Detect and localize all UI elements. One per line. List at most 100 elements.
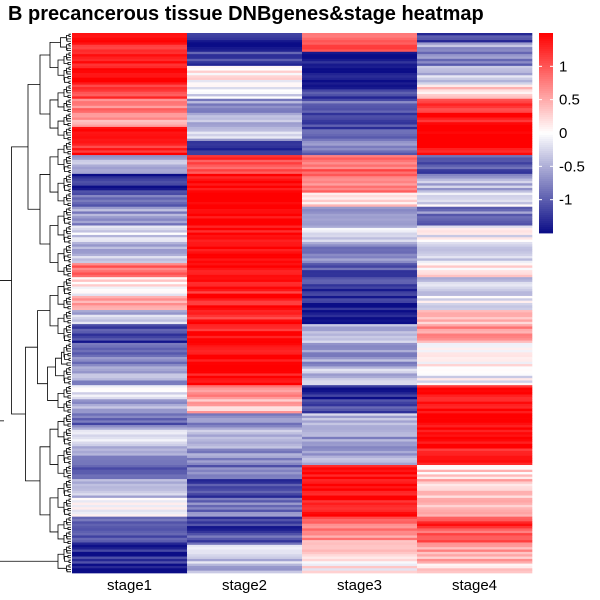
heatmap-cell (302, 495, 418, 499)
heatmap-cell (417, 326, 533, 330)
dendrogram-branch (68, 493, 71, 498)
dendrogram-branch (39, 174, 50, 245)
dendrogram-branch (57, 286, 64, 305)
heatmap-cell (187, 537, 303, 541)
heatmap-cell (72, 476, 188, 480)
heatmap-cell (417, 561, 533, 564)
heatmap-cell (417, 288, 533, 292)
heatmap-cell (302, 211, 418, 215)
heatmap-cell (187, 101, 303, 104)
heatmap-cell (302, 476, 418, 480)
heatmap-cell (417, 547, 533, 550)
heatmap-cell (187, 42, 303, 46)
colorbar-segment (539, 179, 553, 182)
heatmap-cell (417, 472, 533, 475)
heatmap-cell (187, 380, 303, 384)
heatmap-cell (417, 432, 533, 435)
heatmap-cell (187, 523, 303, 527)
heatmap-cell (302, 479, 418, 482)
heatmap-cell (72, 96, 188, 100)
heatmap-cell (187, 434, 303, 438)
heatmap-cell (72, 225, 188, 229)
heatmap-cell (302, 352, 418, 356)
dendrogram-branch (68, 479, 71, 484)
heatmap-cell (187, 138, 303, 142)
heatmap-cell (302, 171, 418, 175)
heatmap-cell (417, 126, 533, 130)
heatmap-cell (72, 516, 188, 520)
heatmap-cell (72, 169, 188, 172)
colorbar-segment (539, 83, 553, 86)
heatmap-cell (302, 502, 418, 506)
heatmap-cell (302, 33, 418, 36)
colorbar-segment (539, 125, 553, 128)
colorbar-segment (539, 75, 553, 78)
heatmap-cell (187, 108, 303, 111)
heatmap-cell (72, 324, 188, 327)
heatmap-cell (72, 420, 188, 424)
dendrogram-branch (49, 99, 58, 129)
dendrogram-branch (39, 54, 50, 115)
colorbar-segment (539, 161, 553, 164)
heatmap-cell (72, 211, 188, 215)
heatmap-cell (72, 260, 188, 264)
heatmap-cell (72, 183, 188, 186)
dendrogram-branch (57, 317, 64, 334)
heatmap-cell (302, 392, 418, 395)
heatmap-cell (187, 75, 303, 78)
heatmap-cell (187, 225, 303, 229)
dendrogram-branch (57, 455, 64, 474)
heatmap-cell (72, 277, 188, 280)
heatmap-cell (187, 61, 303, 64)
colorbar-segment (539, 211, 553, 214)
heatmap-cell (302, 359, 418, 363)
dendrogram-branch (67, 508, 71, 512)
heatmap-cell (187, 183, 303, 186)
dendrogram-branch (49, 428, 58, 465)
heatmap-cell (187, 547, 303, 550)
heatmap-cell (187, 479, 303, 482)
heatmap-cell (302, 129, 418, 132)
dendrogram-branch (68, 99, 71, 103)
dendrogram-branch (68, 245, 71, 249)
heatmap-cell (302, 364, 418, 367)
heatmap-cell (417, 549, 533, 553)
heatmap-cell (417, 401, 533, 405)
heatmap-cell (72, 220, 188, 224)
heatmap-cell (417, 385, 533, 388)
heatmap-cell (187, 364, 303, 367)
heatmap-cell (187, 535, 303, 539)
heatmap-cell (417, 270, 533, 273)
heatmap-cell (417, 310, 533, 313)
dendrogram-branch (27, 84, 40, 210)
heatmap-cell (417, 481, 533, 485)
heatmap-cell (72, 493, 188, 496)
dendrogram-branch (67, 202, 71, 206)
heatmap-cell (302, 232, 418, 236)
heatmap-cell (72, 202, 188, 205)
heatmap-cell (72, 295, 188, 299)
column-label-stage3: stage3 (337, 577, 382, 594)
dendrogram-branch (66, 371, 71, 376)
colorbar-segment (539, 35, 553, 38)
colorbar-segment (539, 187, 553, 190)
heatmap-cell (72, 565, 188, 569)
colorbar-segment (539, 203, 553, 206)
heatmap-cell (72, 51, 188, 55)
heatmap-cell (417, 187, 533, 191)
heatmap-cell (187, 117, 303, 121)
heatmap-cell (302, 133, 418, 137)
colorbar-segment (539, 37, 553, 40)
heatmap-cell (417, 180, 533, 184)
heatmap-cell (72, 563, 188, 567)
heatmap-cell (72, 465, 188, 468)
heatmap-cell (417, 241, 533, 245)
heatmap-cell (72, 460, 188, 464)
heatmap-cell (302, 514, 418, 518)
colorbar-segment (539, 91, 553, 94)
heatmap-cell (72, 291, 188, 294)
heatmap-cell (187, 239, 303, 243)
heatmap-cell (72, 352, 188, 356)
heatmap-cell (187, 331, 303, 334)
heatmap-cell (187, 460, 303, 464)
